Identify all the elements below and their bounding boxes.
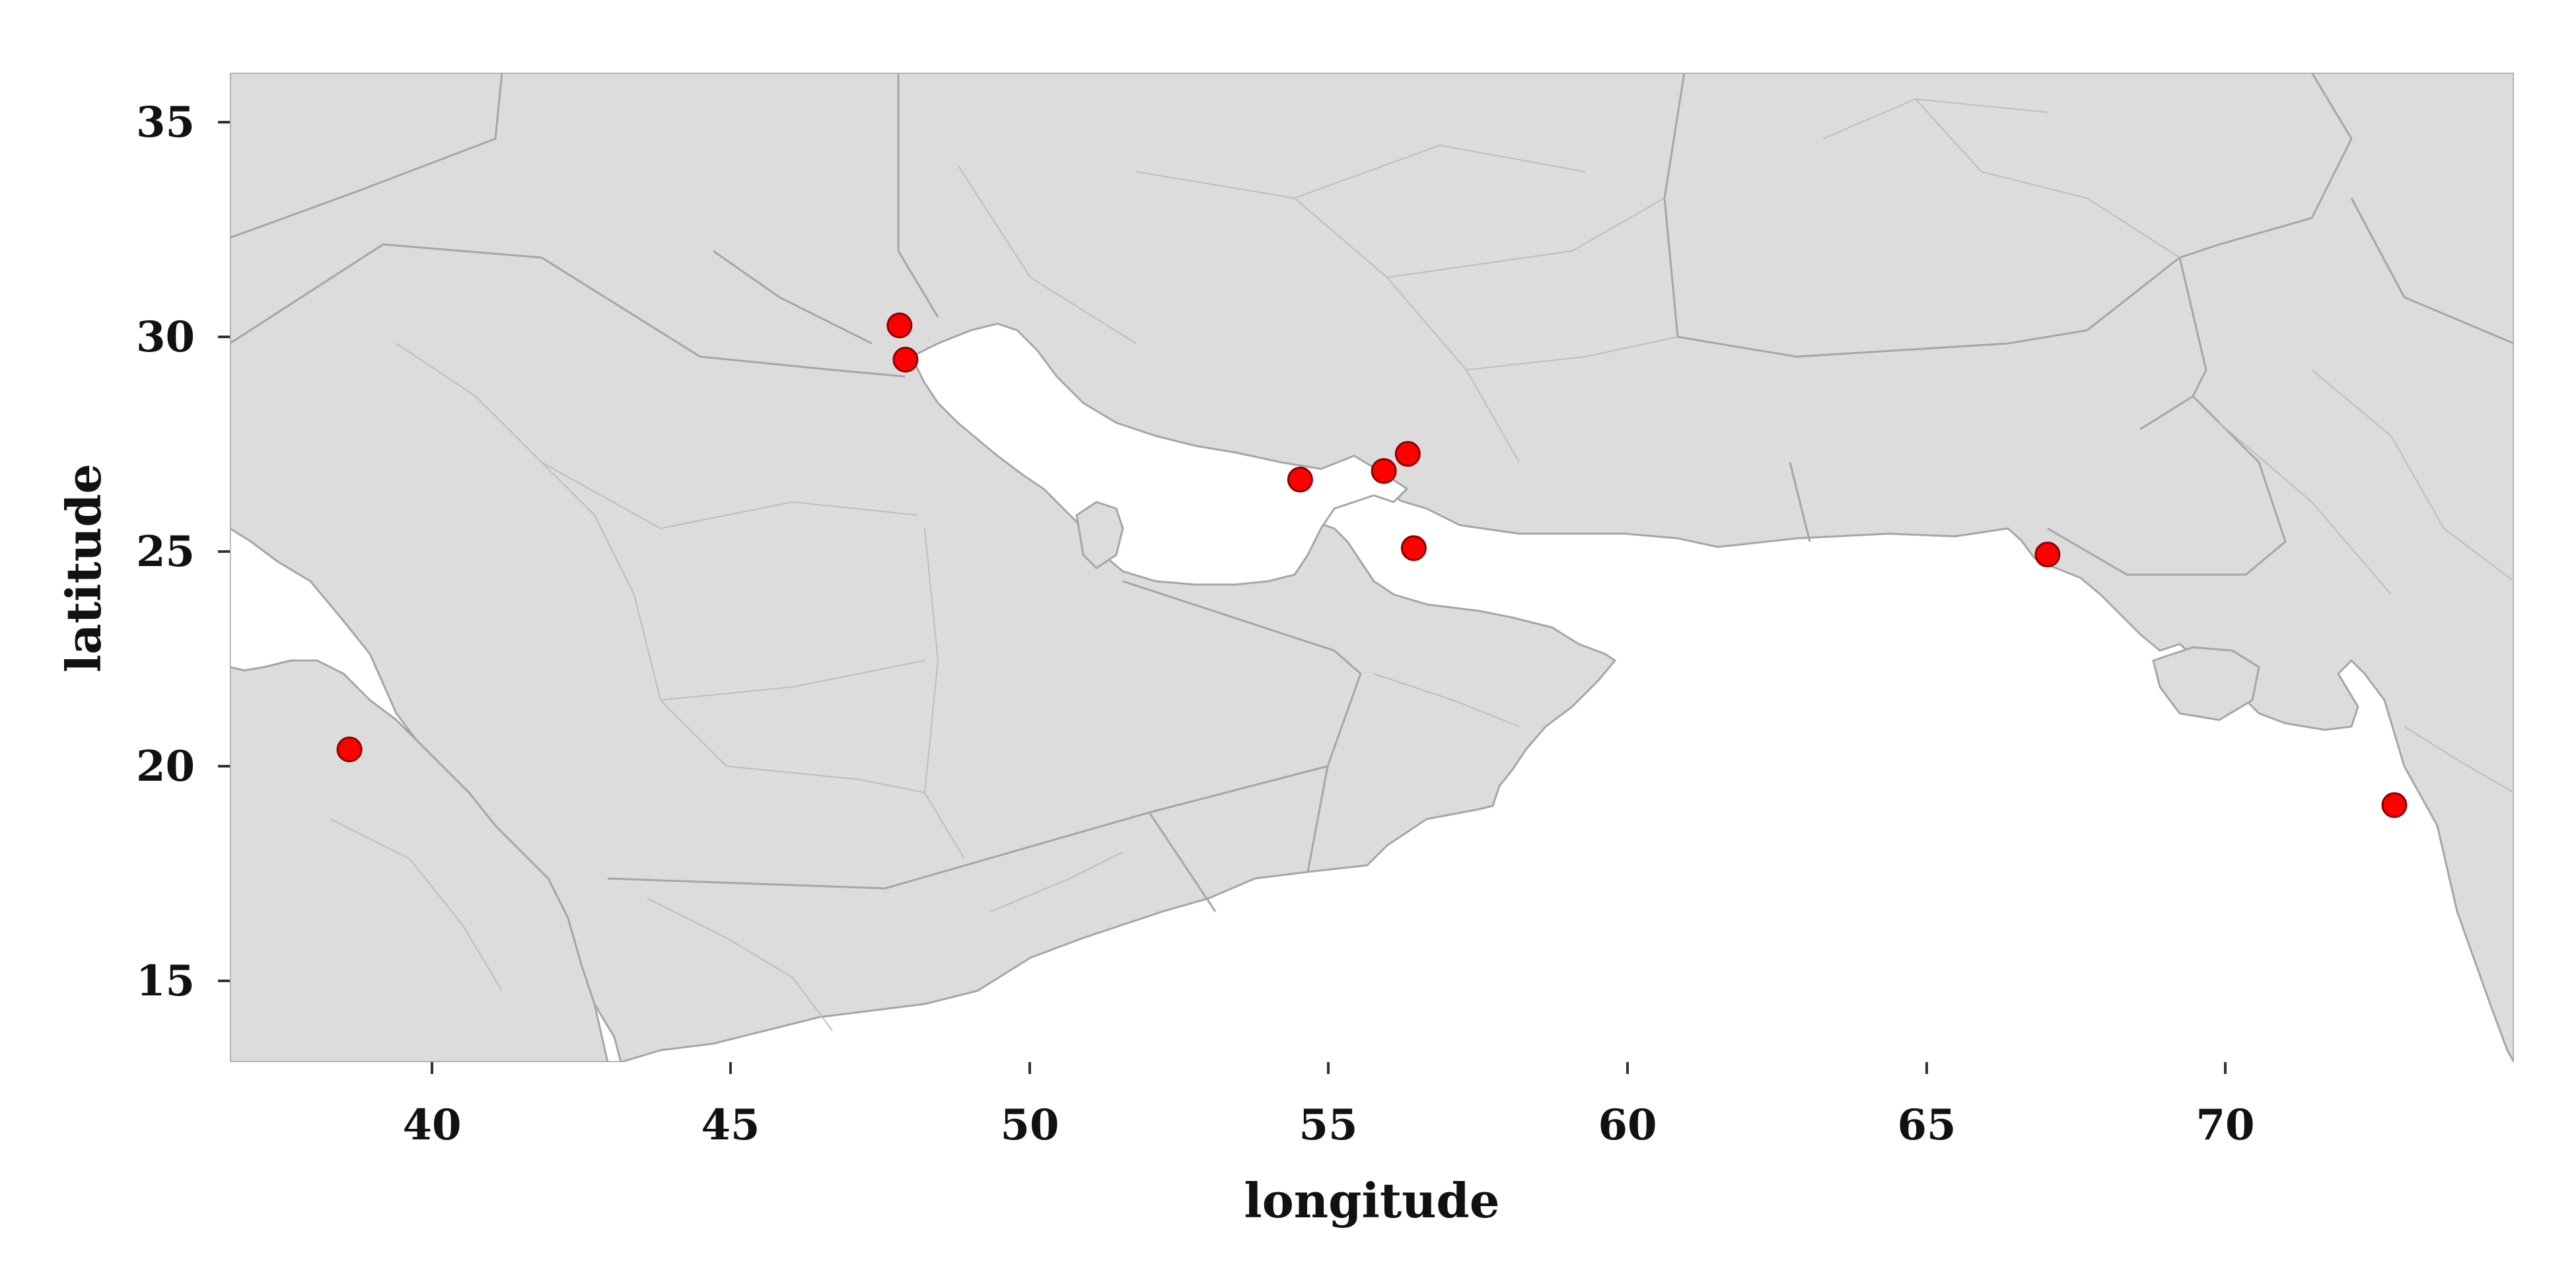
location-marker	[2381, 792, 2408, 818]
y-tick-label: 15	[136, 956, 195, 1006]
africa	[230, 659, 609, 1062]
y-tick-label: 35	[136, 98, 195, 147]
x-axis: 40 45 50 55 60 65 70 longitude	[402, 1062, 2255, 1229]
y-axis: 15 20 25 30 35 latitude	[55, 98, 230, 1006]
x-tick-label: 60	[1598, 1100, 1657, 1150]
y-tick-label: 25	[136, 527, 195, 577]
location-marker	[892, 346, 919, 373]
border-lines	[230, 73, 2514, 912]
kathiawar	[2152, 646, 2260, 721]
x-tick-label: 65	[1897, 1100, 1956, 1150]
x-tick-label: 40	[402, 1100, 461, 1150]
location-marker	[1394, 441, 1421, 467]
x-tick-label: 45	[701, 1100, 760, 1150]
qatar	[1075, 501, 1124, 569]
location-marker	[336, 736, 363, 763]
subregion-lines	[330, 98, 2514, 1031]
location-marker	[1400, 535, 1427, 561]
persian-gulf	[910, 322, 1409, 586]
y-tick-label: 20	[136, 742, 195, 791]
y-axis-title: latitude	[55, 464, 112, 672]
x-tick-label: 70	[2196, 1100, 2254, 1150]
location-marker	[2034, 542, 2061, 568]
location-marker	[886, 312, 913, 339]
x-tick-label: 55	[1299, 1100, 1357, 1150]
location-marker	[1287, 466, 1313, 493]
y-tick-label: 30	[136, 312, 195, 362]
basemap	[230, 73, 2514, 1062]
x-axis-title: longitude	[1244, 1172, 1499, 1229]
x-tick-label: 50	[1000, 1100, 1059, 1150]
location-marker	[1371, 458, 1397, 484]
location-markers	[336, 312, 2408, 818]
